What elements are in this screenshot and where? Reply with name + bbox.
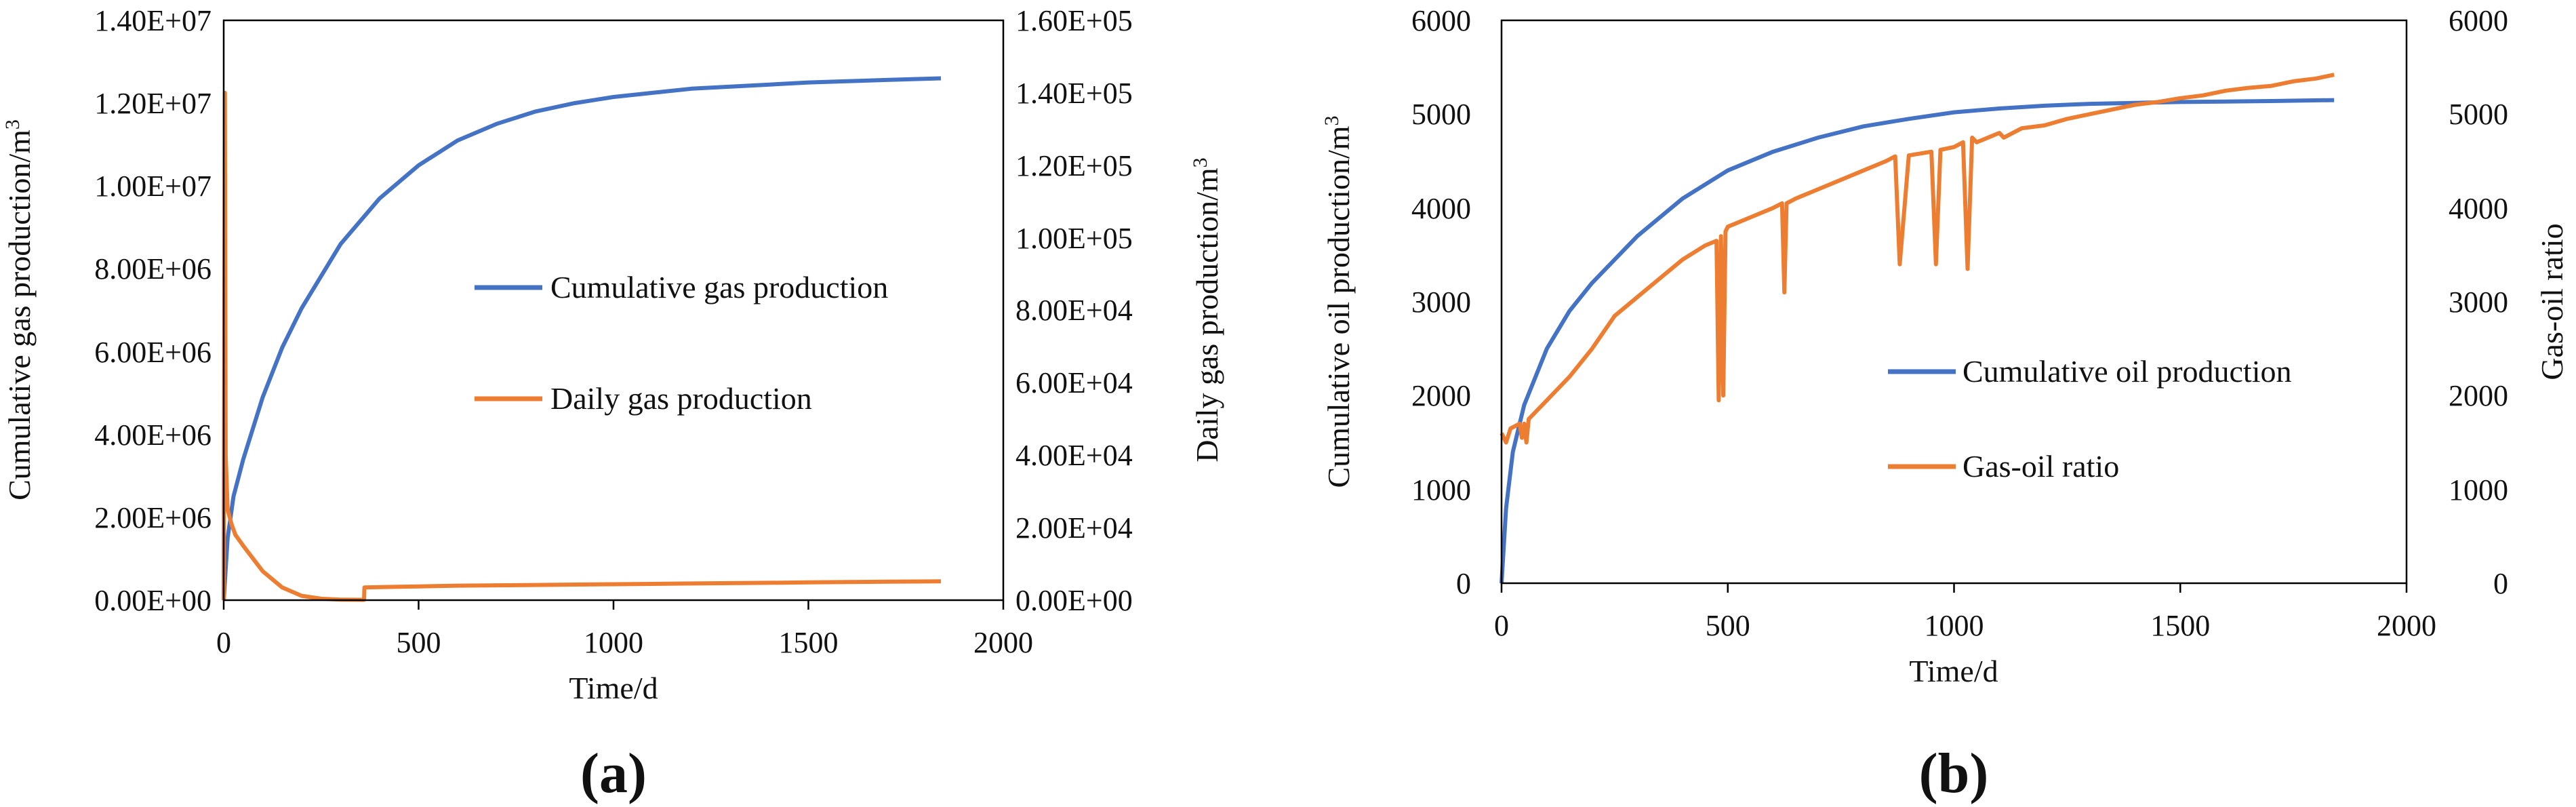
panel-a-label: (a) xyxy=(580,742,647,805)
y-left-tick-label: 2.00E+06 xyxy=(94,501,212,534)
series-line-cumulative-oil-production xyxy=(1500,98,2335,584)
x-tick-label: 1000 xyxy=(584,626,643,659)
series-line-daily-gas-production xyxy=(222,90,942,602)
x-tick-label: 2000 xyxy=(2377,609,2436,642)
panel-a-y-right-axis-title: Daily gas production/m3 xyxy=(1189,157,1224,462)
y-right-tick-label: 2000 xyxy=(2449,379,2508,412)
series-line-cumulative-gas-production xyxy=(222,76,942,601)
legend-label-cumulative-oil: Cumulative oil production xyxy=(1963,354,2292,389)
y-left-tick-label: 4000 xyxy=(1411,192,1471,225)
y-left-tick-label: 2000 xyxy=(1411,379,1471,412)
panel-a: 0 500 1000 1500 2000 0.00E+00 2.00E+06 4… xyxy=(1,4,1224,805)
y-right-tick-label: 1.20E+05 xyxy=(1015,149,1133,182)
y-left-title-superscript: 3 xyxy=(1321,115,1343,125)
y-right-tick-label: 4.00E+04 xyxy=(1015,439,1133,472)
y-left-tick-label: 0 xyxy=(1456,567,1471,600)
y-left-title-superscript: 3 xyxy=(1,119,24,130)
y-right-tick-label: 6000 xyxy=(2449,4,2508,37)
panel-a-legend: Cumulative gas production Daily gas prod… xyxy=(475,270,888,416)
y-left-title-text: Cumulative oil production/m xyxy=(1321,125,1356,488)
y-right-title-superscript: 3 xyxy=(1189,157,1211,168)
panel-b-y-right-ticks: 0 1000 2000 3000 4000 5000 6000 xyxy=(2449,4,2508,600)
panel-b-legend: Cumulative oil production Gas-oil ratio xyxy=(1888,354,2292,484)
panel-b-plot-frame xyxy=(1500,19,2408,585)
y-left-title-text: Cumulative gas production/m xyxy=(2,130,37,500)
panel-a-y-right-ticks: 0.00E+00 2.00E+04 4.00E+04 6.00E+04 8.00… xyxy=(1015,4,1133,617)
panel-b-y-left-axis-title: Cumulative oil production/m3 xyxy=(1321,115,1356,488)
panel-b-label: (b) xyxy=(1919,742,1989,805)
y-right-tick-label: 5000 xyxy=(2449,98,2508,131)
series-line-gas-oil-ratio xyxy=(1500,73,2335,445)
panel-b-x-ticks: 0 500 1000 1500 2000 xyxy=(1494,583,2436,642)
panel-b-series xyxy=(1500,73,2335,584)
y-right-tick-label: 1.60E+05 xyxy=(1015,4,1133,37)
x-tick-label: 500 xyxy=(1706,609,1750,642)
y-right-tick-label: 0 xyxy=(2493,567,2508,600)
panel-b-x-axis-title: Time/d xyxy=(1909,654,1998,688)
panel-a-y-left-ticks: 0.00E+00 2.00E+06 4.00E+06 6.00E+06 8.00… xyxy=(94,4,212,617)
y-left-tick-label: 0.00E+00 xyxy=(94,584,212,617)
y-right-title-text: Daily gas production/m xyxy=(1190,168,1224,462)
y-right-tick-label: 4000 xyxy=(2449,192,2508,225)
x-tick-label: 2000 xyxy=(973,626,1033,659)
x-tick-label: 1000 xyxy=(1925,609,1984,642)
y-left-tick-label: 8.00E+06 xyxy=(94,252,212,286)
y-left-tick-label: 1.20E+07 xyxy=(94,87,212,120)
y-right-tick-label: 8.00E+04 xyxy=(1015,294,1133,327)
panel-a-y-left-axis-title: Cumulative gas production/m3 xyxy=(1,119,37,500)
y-left-tick-label: 6.00E+06 xyxy=(94,336,212,369)
x-tick-label: 0 xyxy=(216,626,231,659)
panel-b-y-left-ticks: 0 1000 2000 3000 4000 5000 6000 xyxy=(1411,4,1471,600)
x-tick-label: 1500 xyxy=(2150,609,2210,642)
y-left-tick-label: 6000 xyxy=(1411,4,1471,37)
legend-label-cumulative-gas: Cumulative gas production xyxy=(550,270,888,304)
panel-b-y-right-axis-title: Gas-oil ratio xyxy=(2535,223,2569,380)
y-right-tick-label: 1000 xyxy=(2449,473,2508,507)
x-tick-label: 500 xyxy=(397,626,441,659)
panel-b: 0 500 1000 1500 2000 0 1000 2000 3000 40… xyxy=(1321,4,2569,805)
y-left-tick-label: 1.40E+07 xyxy=(94,4,212,37)
y-left-tick-label: 4.00E+06 xyxy=(94,418,212,452)
panel-a-plot-frame xyxy=(222,19,1005,602)
y-right-tick-label: 2.00E+04 xyxy=(1015,511,1133,545)
y-left-tick-label: 3000 xyxy=(1411,286,1471,319)
panel-a-x-axis-title: Time/d xyxy=(569,671,658,705)
legend-label-gas-oil-ratio: Gas-oil ratio xyxy=(1963,449,2119,484)
y-left-tick-label: 1000 xyxy=(1411,473,1471,507)
y-right-tick-label: 0.00E+00 xyxy=(1015,584,1133,617)
panel-a-series xyxy=(222,76,942,602)
y-left-tick-label: 5000 xyxy=(1411,98,1471,131)
legend-label-daily-gas: Daily gas production xyxy=(550,381,812,416)
panel-a-x-ticks: 0 500 1000 1500 2000 xyxy=(216,600,1033,659)
y-right-tick-label: 3000 xyxy=(2449,286,2508,319)
y-left-tick-label: 1.00E+07 xyxy=(94,170,212,203)
y-right-tick-label: 6.00E+04 xyxy=(1015,366,1133,399)
x-tick-label: 1500 xyxy=(779,626,839,659)
x-tick-label: 0 xyxy=(1494,609,1509,642)
y-right-tick-label: 1.00E+05 xyxy=(1015,222,1133,255)
y-right-tick-label: 1.40E+05 xyxy=(1015,77,1133,110)
